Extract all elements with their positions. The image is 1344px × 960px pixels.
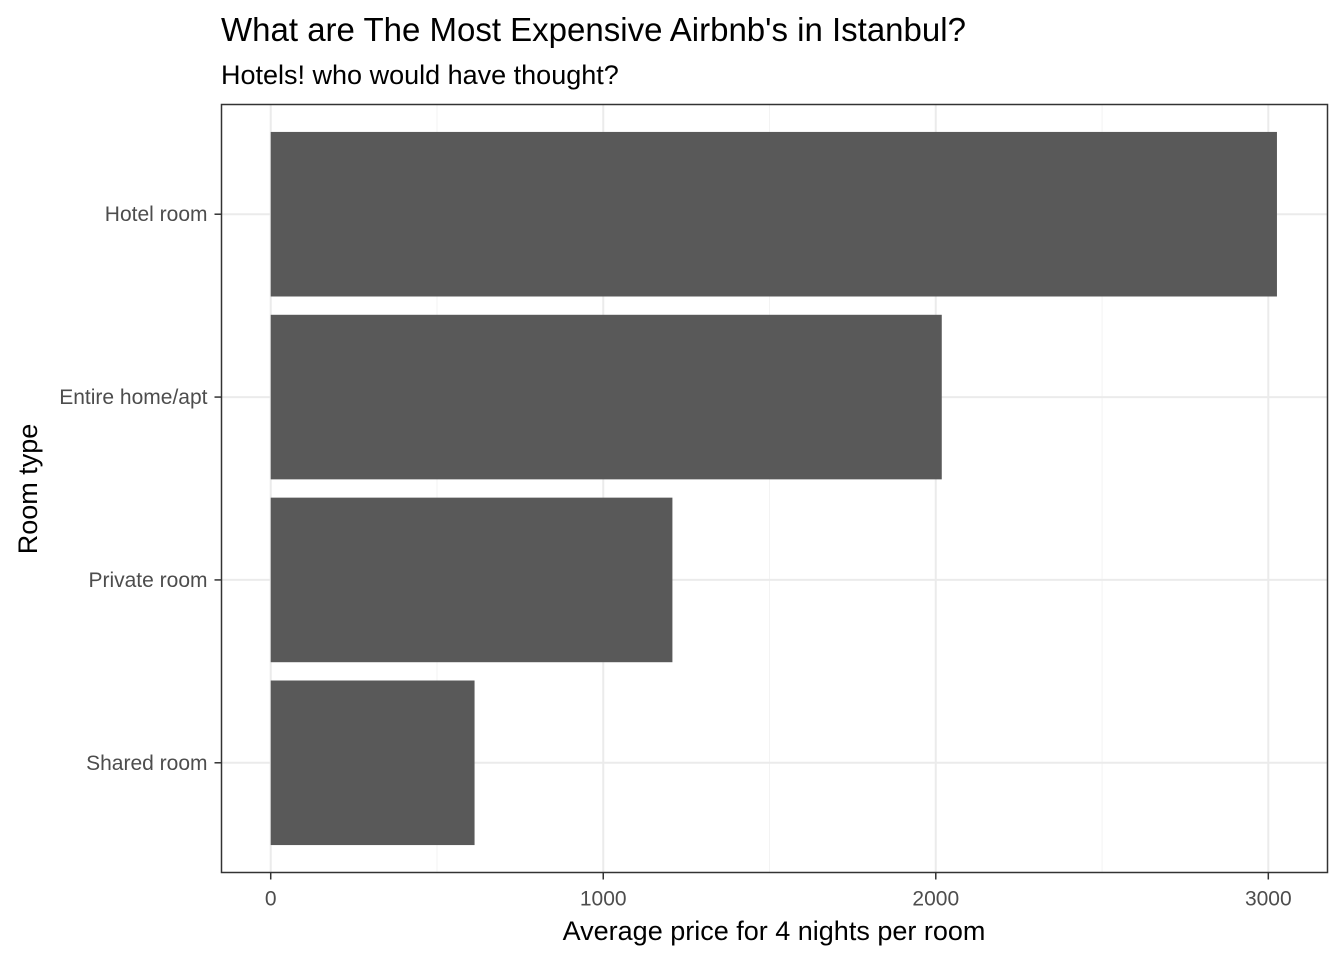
bar-shared-room (270, 680, 475, 846)
chart-title: What are The Most Expensive Airbnb's in … (221, 11, 966, 48)
x-tick-label: 3000 (1245, 888, 1292, 911)
bar-hotel-room (270, 131, 1277, 297)
x-axis: 0 1000 2000 3000 (265, 872, 1292, 911)
bars (270, 131, 1277, 846)
x-tick-label: 2000 (912, 888, 959, 911)
y-axis: Hotel room Entire home/apt Private room Sha… (59, 203, 222, 775)
y-axis-title: Room type (13, 424, 43, 555)
bar-entire-home-apt (270, 314, 942, 480)
y-tick-label: Hotel room (105, 203, 208, 226)
chart-subtitle: Hotels! who would have thought? (221, 60, 619, 90)
x-axis-title: Average price for 4 nights per room (563, 916, 986, 946)
y-tick-label: Entire home/apt (59, 386, 207, 409)
x-tick-label: 1000 (580, 888, 627, 911)
panel-border (220, 103, 1329, 874)
y-tick-label: Private room (88, 569, 207, 592)
x-tick-label: 0 (265, 888, 277, 911)
y-tick-label: Shared room (86, 752, 207, 775)
bar-private-room (270, 497, 673, 663)
